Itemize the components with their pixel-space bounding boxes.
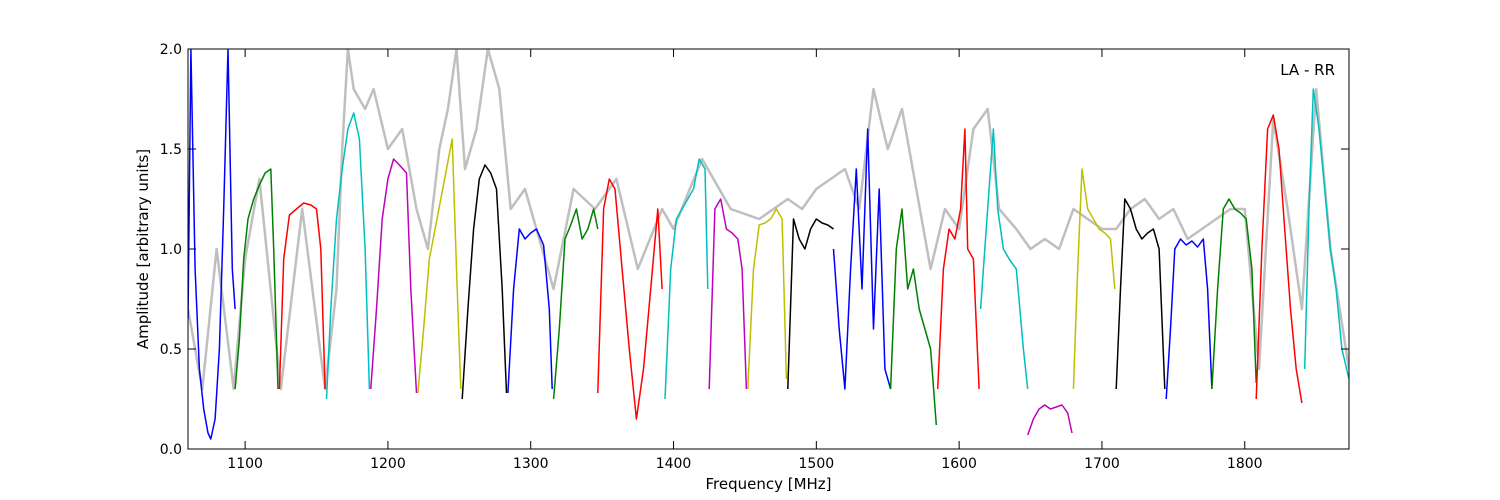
series-line-10-red [597,178,663,420]
y-tick-label: 1.0 [160,242,182,258]
background-trace [188,49,1349,391]
series-line-14-black [787,218,834,390]
x-tick-label: 1800 [1227,456,1263,472]
plot-annotation: LA - RR [1280,61,1335,79]
x-tick-label: 1200 [370,456,406,472]
series-line-8-blue [507,228,553,394]
series-line-21-black [1115,198,1166,390]
series-line-2-green [234,168,279,390]
series-line-17-red [936,128,980,390]
series-line-6-yellow [417,138,462,394]
plot-frame [187,48,1350,450]
series-line-11-cyan [664,158,709,400]
x-tick-label: 1400 [656,456,692,472]
plot-area [188,49,1349,440]
y-tick-label: 2.0 [160,42,182,58]
series-line-7-black [461,164,508,400]
x-axis-label: Frequency [MHz] [705,475,831,493]
series-line-12-magenta [708,198,748,390]
x-axis-ticks: 1100 1200 1300 1400 1500 1600 1700 1800 [227,49,1263,472]
y-tick-label: 0.0 [160,442,182,458]
series-line-18-cyan [979,128,1029,390]
series-line-5-magenta [370,158,418,394]
series-line-23-green [1211,198,1257,390]
series-line-1-blue [188,49,236,440]
series-line-19-magenta [1026,404,1073,436]
y-tick-label: 0.5 [160,342,182,358]
x-tick-label: 1500 [799,456,835,472]
series-line-13-yellow [747,208,788,390]
y-axis-ticks: 0.0 0.5 1.0 1.5 2.0 [160,42,1349,458]
series-line-3-red [278,202,326,390]
y-tick-label: 1.5 [160,142,182,158]
series-line-15-blue [832,128,892,390]
x-tick-label: 1300 [513,456,549,472]
series-line-16-green [889,208,938,426]
y-axis-label: Amplitude [arbitrary units] [134,149,152,349]
series-line-24-red [1255,114,1303,404]
series-line-25-cyan [1303,88,1349,380]
series-line-22-blue [1165,238,1213,400]
series-line-4-cyan [325,112,371,400]
series-line-9-green [552,208,599,400]
x-tick-label: 1600 [941,456,977,472]
x-tick-label: 1100 [227,456,263,472]
series-line-20-yellow [1072,168,1116,390]
x-tick-label: 1700 [1084,456,1120,472]
